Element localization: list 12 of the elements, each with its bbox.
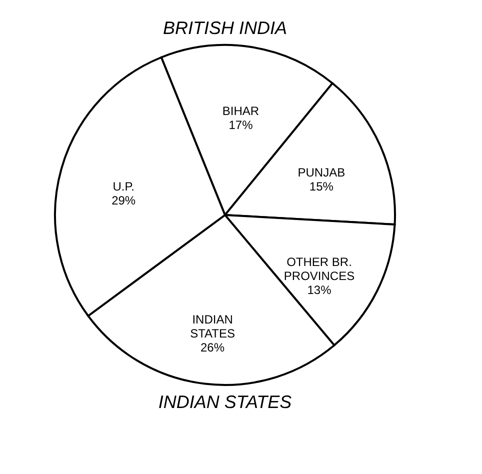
text: INDIAN STATES: [158, 392, 292, 412]
slice-label: BIHAR: [222, 104, 260, 118]
data-label: 15%: [309, 179, 334, 194]
slice-label: INDIAN STATES: [190, 312, 235, 341]
slice-label: U.P.: [112, 179, 134, 194]
slice-label: PUNJAB: [298, 165, 346, 180]
text: BRITISH INDIA: [162, 18, 288, 38]
data-label: 29%: [112, 193, 136, 208]
slice-label: OTHER BR. PROVINCES: [284, 255, 355, 284]
data-label: 26%: [200, 340, 225, 355]
data-label: 17%: [228, 118, 254, 132]
data-label: 13%: [307, 283, 332, 298]
